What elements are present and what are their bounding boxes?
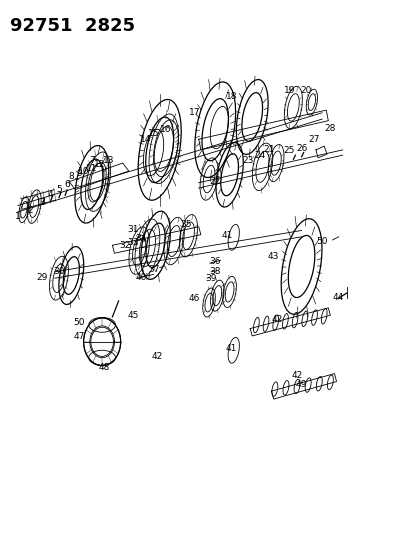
Text: 21: 21 — [262, 146, 274, 155]
Text: 39: 39 — [205, 273, 216, 282]
Text: 20: 20 — [299, 86, 311, 95]
Text: 50: 50 — [316, 237, 327, 246]
Text: 26: 26 — [295, 144, 306, 154]
Text: 31: 31 — [127, 225, 138, 234]
Text: 14: 14 — [139, 135, 151, 144]
Text: 19: 19 — [283, 86, 294, 95]
Text: 50: 50 — [74, 318, 85, 327]
Text: 7: 7 — [89, 156, 95, 165]
Text: 12: 12 — [94, 160, 105, 169]
Text: 38: 38 — [209, 268, 221, 276]
Text: 18: 18 — [225, 92, 237, 101]
Text: 27: 27 — [308, 135, 319, 144]
Text: 24: 24 — [254, 151, 266, 160]
Text: 25: 25 — [283, 147, 294, 156]
Text: 15: 15 — [147, 130, 159, 139]
Text: 42: 42 — [152, 352, 163, 361]
Text: 36: 36 — [209, 257, 221, 265]
Text: 92751  2825: 92751 2825 — [9, 17, 134, 35]
Text: 41: 41 — [225, 344, 237, 353]
Text: 29: 29 — [37, 272, 48, 281]
Text: 46: 46 — [188, 294, 200, 303]
Text: 22: 22 — [209, 177, 220, 186]
Text: 42: 42 — [291, 370, 302, 379]
Text: 10: 10 — [78, 166, 89, 175]
Text: 45: 45 — [127, 311, 138, 320]
Text: 41: 41 — [221, 231, 233, 240]
Text: 49: 49 — [295, 379, 306, 389]
Text: 44: 44 — [332, 293, 343, 302]
Text: 17: 17 — [188, 108, 200, 117]
Text: 11: 11 — [86, 164, 97, 173]
Text: 32: 32 — [119, 241, 130, 250]
Text: 47: 47 — [74, 332, 85, 341]
Text: 28: 28 — [324, 124, 335, 133]
Text: 2: 2 — [27, 206, 33, 215]
Text: 34: 34 — [135, 235, 147, 244]
Text: 16: 16 — [160, 125, 171, 134]
Text: 43: 43 — [266, 253, 278, 262]
Text: 30: 30 — [53, 268, 64, 276]
Text: 5: 5 — [56, 185, 62, 194]
Text: 3: 3 — [40, 198, 45, 207]
Text: 40: 40 — [135, 272, 147, 281]
Text: 13: 13 — [102, 156, 114, 165]
Text: 23: 23 — [242, 156, 253, 165]
Text: 35: 35 — [180, 220, 192, 229]
Text: 8: 8 — [68, 172, 74, 181]
Text: 42: 42 — [271, 315, 282, 324]
Text: 37: 37 — [147, 265, 159, 273]
Text: 33: 33 — [127, 238, 138, 247]
Text: 1: 1 — [15, 212, 21, 221]
Text: 9: 9 — [76, 169, 82, 178]
Text: 4: 4 — [48, 190, 53, 199]
Text: 48: 48 — [98, 363, 109, 372]
Text: 6: 6 — [64, 180, 70, 189]
